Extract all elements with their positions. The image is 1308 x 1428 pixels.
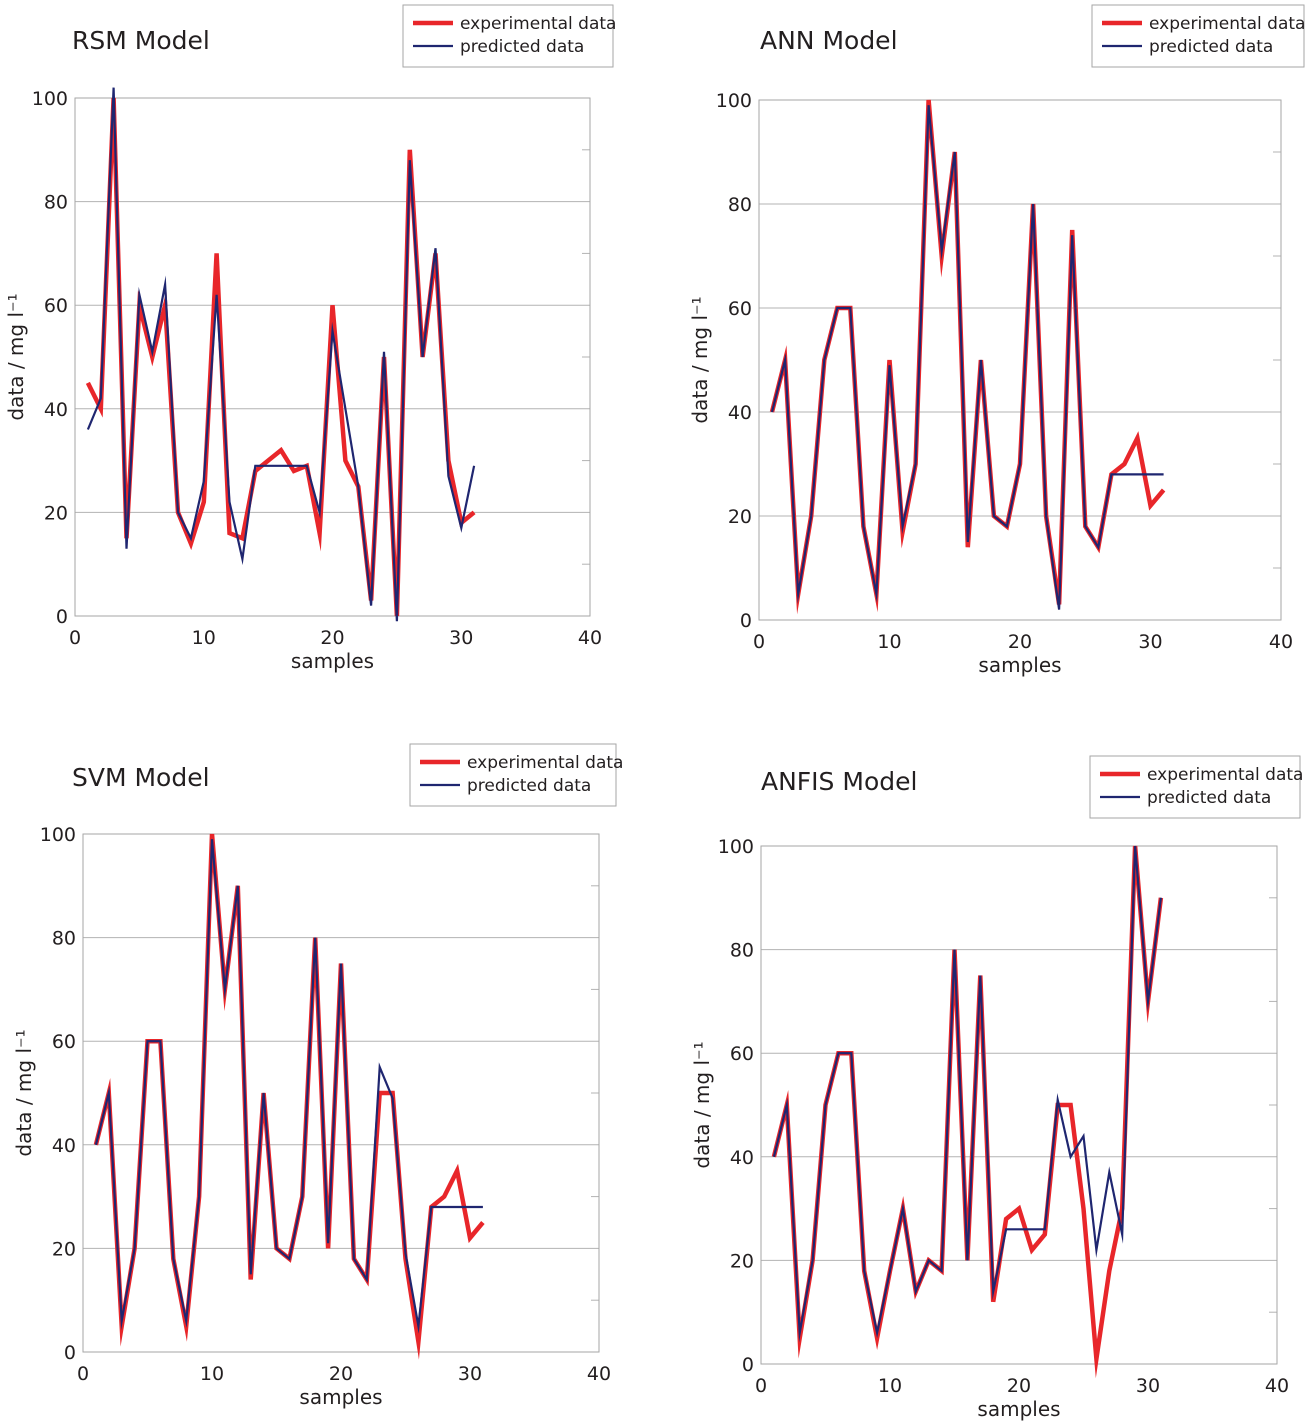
x-tick-label: 30: [1136, 1375, 1160, 1397]
legend-experimental-label: experimental data: [1149, 14, 1305, 34]
x-tick-label: 40: [587, 1363, 611, 1385]
chart-title: RSM Model: [72, 26, 210, 55]
x-tick-label: 0: [69, 627, 81, 649]
plot-frame: [758, 99, 1282, 621]
legend-box: [1091, 4, 1305, 68]
x-axis-label: samples: [299, 1385, 382, 1409]
legend-box: [409, 743, 617, 807]
predicted-series-line: [772, 845, 1162, 1343]
legend-predicted-label: predicted data: [460, 37, 584, 57]
plot-frame: [82, 833, 600, 1353]
x-axis-label: samples: [291, 649, 374, 673]
y-tick-label: 100: [716, 90, 752, 112]
chart-anfis: ANFIS Model 0 20 40 60 80 100 0 10 20 30 40 samples d…: [654, 714, 1308, 1428]
y-tick-label: 80: [44, 192, 68, 214]
x-axis-label: samples: [978, 653, 1061, 677]
y-tick-label: 100: [40, 824, 76, 846]
x-tick-label: 0: [753, 631, 765, 653]
legend-experimental-label: experimental data: [467, 753, 623, 773]
y-tick-label: 60: [52, 1031, 76, 1053]
x-tick-label: 0: [77, 1363, 89, 1385]
x-axis-label: samples: [977, 1397, 1060, 1421]
x-tick-label: 20: [1008, 631, 1032, 653]
x-tick-label: 30: [458, 1363, 482, 1385]
y-tick-label: 40: [44, 399, 68, 421]
y-tick-label: 0: [56, 606, 68, 628]
x-tick-label: 30: [1138, 631, 1162, 653]
legend-predicted-label: predicted data: [1149, 37, 1273, 57]
y-axis-label: data / mg l⁻¹: [690, 1041, 714, 1168]
chart-ann: ANN Model 0 20 40 60 80 100 0 10 20 30 40 samples dat…: [654, 0, 1308, 714]
legend-predicted-label: predicted data: [1147, 788, 1271, 808]
y-axis-label: data / mg l⁻¹: [688, 296, 712, 423]
y-tick-label: 20: [730, 1250, 754, 1272]
x-tick-label: 10: [877, 631, 901, 653]
chart-svm: SVM Model 0 20 40 60 80 100 0 10 20 30 40 samples dat…: [0, 714, 654, 1428]
y-tick-label: 60: [44, 295, 68, 317]
y-tick-label: 40: [52, 1135, 76, 1157]
x-tick-label: 10: [192, 627, 216, 649]
y-tick-label: 80: [52, 928, 76, 950]
y-tick-label: 80: [728, 194, 752, 216]
y-tick-label: 40: [728, 402, 752, 424]
x-tick-label: 30: [449, 627, 473, 649]
y-tick-label: 20: [52, 1238, 76, 1260]
experimental-series-line: [771, 845, 1164, 1379]
legend-experimental-label: experimental data: [460, 14, 616, 34]
y-tick-label: 0: [740, 610, 752, 632]
y-tick-label: 100: [718, 836, 754, 858]
legend-box: [402, 4, 614, 68]
x-tick-label: 20: [1007, 1375, 1031, 1397]
x-tick-label: 10: [200, 1363, 224, 1385]
chart-title: ANN Model: [760, 26, 898, 55]
y-tick-label: 80: [730, 940, 754, 962]
x-tick-label: 10: [878, 1375, 902, 1397]
experimental-series-line: [85, 97, 476, 617]
y-tick-label: 0: [64, 1342, 76, 1364]
x-tick-label: 40: [1269, 631, 1293, 653]
x-tick-label: 40: [1265, 1375, 1289, 1397]
chart-rsm: RSM Model 0 20 40 60 80 100 0 10 20 30 40 samples dat…: [0, 0, 654, 714]
plot-frame: [760, 845, 1278, 1365]
x-tick-label: 20: [320, 627, 344, 649]
chart-title: SVM Model: [72, 763, 210, 792]
y-tick-label: 40: [730, 1147, 754, 1169]
chart-title: ANFIS Model: [761, 767, 917, 796]
y-axis-label: data / mg l⁻¹: [4, 293, 28, 420]
y-tick-label: 60: [728, 298, 752, 320]
y-tick-label: 60: [730, 1043, 754, 1065]
plot-frame: [74, 97, 591, 617]
x-tick-label: 0: [755, 1375, 767, 1397]
x-tick-label: 40: [578, 627, 602, 649]
predicted-series-line: [770, 105, 1164, 610]
y-tick-label: 20: [728, 506, 752, 528]
y-tick-label: 20: [44, 502, 68, 524]
y-tick-label: 0: [742, 1354, 754, 1376]
x-tick-label: 20: [329, 1363, 353, 1385]
predicted-series-line: [94, 839, 483, 1334]
y-axis-label: data / mg l⁻¹: [12, 1029, 36, 1156]
y-tick-label: 100: [32, 88, 68, 110]
predicted-series-line: [86, 87, 476, 622]
legend-box: [1089, 755, 1301, 819]
legend-predicted-label: predicted data: [467, 776, 591, 796]
legend-experimental-label: experimental data: [1147, 765, 1303, 785]
